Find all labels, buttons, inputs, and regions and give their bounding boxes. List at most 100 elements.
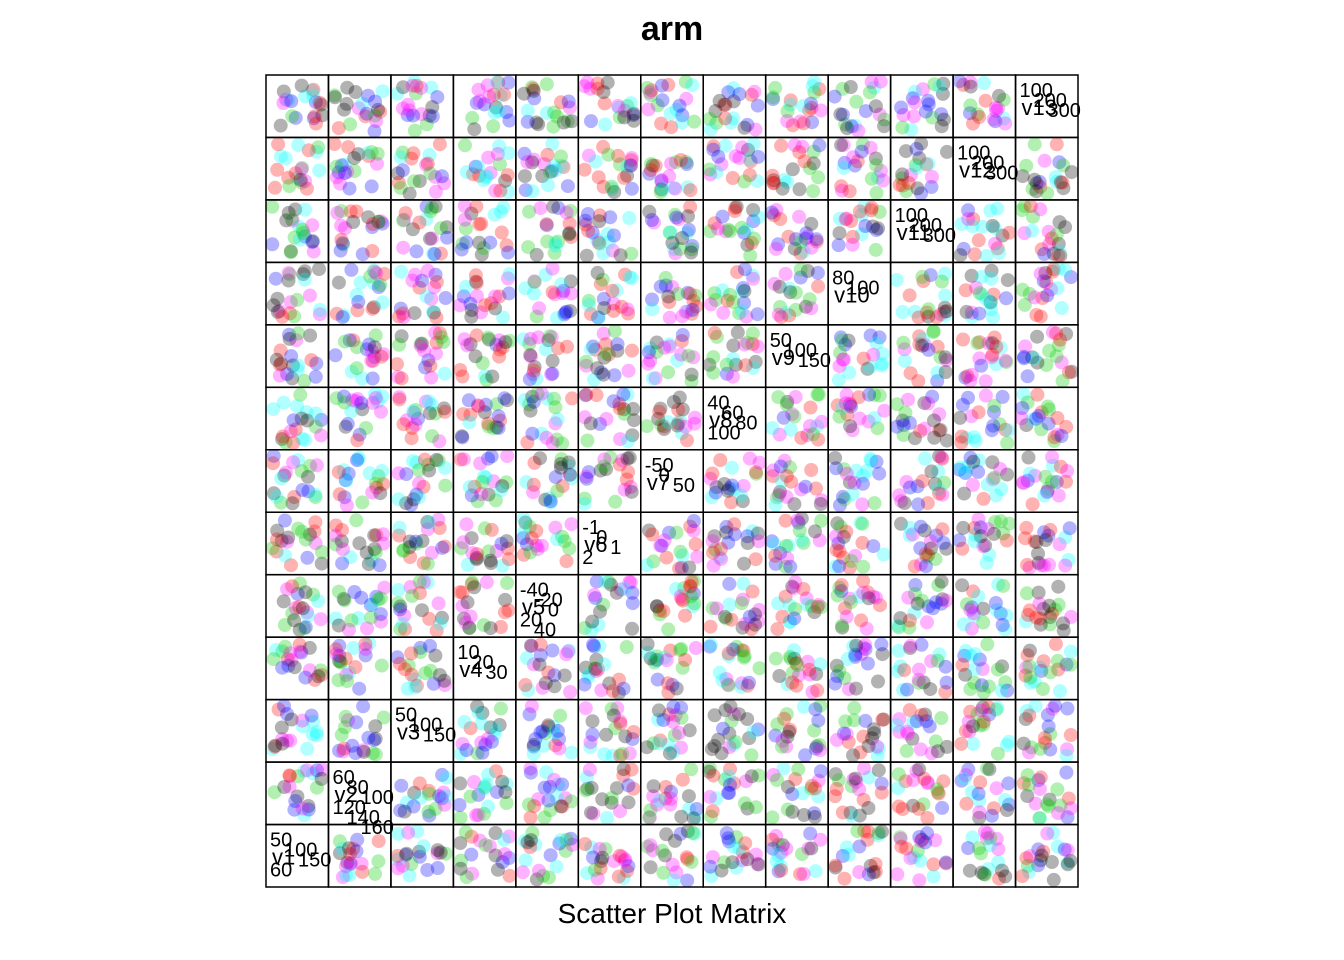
scatter-point [314,556,329,571]
scatter-point [492,342,507,357]
scatter-point [876,547,891,562]
scatter-point [306,244,321,259]
panel-8-3 [390,511,455,576]
scatter-point [1064,270,1078,285]
scatter-point [849,463,864,478]
scatter-point [1050,782,1065,797]
scatter-point [402,534,417,549]
scatter-point [684,245,699,260]
scatter-point [484,449,499,464]
scatter-point [905,91,920,106]
scatter-point [523,403,538,418]
scatter-point [734,596,749,611]
scatter-point [985,455,1000,470]
scatter-point [329,170,344,185]
panel-9-13 [1014,573,1079,638]
scatter-point [617,482,632,497]
scatter-point [295,431,310,446]
scatter-point [364,553,379,568]
scatter-point [675,231,690,245]
scatter-point [544,367,559,382]
scatter-point [843,397,858,412]
scatter-point [779,489,794,504]
scatter-point [855,137,870,152]
scatter-point [995,618,1010,632]
scatter-point [544,330,559,345]
scatter-point [437,539,452,554]
scatter-point [365,244,380,258]
scatter-point [540,391,555,406]
scatter-point [1059,327,1074,341]
scatter-point [452,298,467,313]
scatter-point [659,550,674,565]
scatter-point [336,308,351,323]
scatter-point [402,540,417,555]
scatter-point [477,469,492,484]
scatter-point [661,365,676,380]
scatter-point [800,229,815,244]
scatter-point [794,533,809,548]
scatter-point [478,838,493,853]
scatter-point [770,622,785,636]
scatter-point [846,748,860,763]
scatter-point [270,304,285,319]
scatter-point [268,271,283,286]
scatter-point [744,87,759,102]
panel-3-2 [327,199,392,264]
scatter-point [765,469,780,484]
scatter-point [526,485,541,500]
scatter-point [737,120,752,135]
scatter-point [365,353,380,368]
scatter-point [681,222,696,237]
scatter-point [866,539,881,554]
scatter-point [265,237,280,252]
panel-7-2 [327,449,392,513]
scatter-point [659,653,674,668]
diagonal-tick-label: 0 [548,600,559,622]
scatter-point [791,762,806,777]
scatter-point [1063,644,1078,659]
scatter-point [999,355,1014,370]
panel-8-5 [515,511,580,576]
scatter-point [680,180,695,195]
scatter-point [988,596,1003,610]
scatter-point [275,309,290,324]
scatter-point [406,799,421,814]
scatter-point [843,595,858,609]
scatter-point [595,850,610,865]
scatter-point [957,464,972,479]
panel-4-7 [640,261,704,326]
scatter-point [432,137,447,152]
scatter-point [311,140,326,155]
scatter-point [552,741,567,756]
scatter-point [340,416,355,431]
scatter-point [656,865,671,880]
scatter-point [484,556,498,570]
scatter-point [578,701,593,716]
scatter-point [1029,308,1044,322]
scatter-point [409,487,424,502]
scatter-point [850,154,865,169]
scatter-point [829,543,844,557]
scatter-point [349,513,364,528]
scatter-point [591,310,606,325]
scatter-point [810,387,825,402]
scatter-point [611,148,625,163]
scatter-point [703,122,718,137]
scatter-point [453,861,468,876]
scatter-point [627,413,641,428]
scatter-point [994,482,1009,496]
scatter-point [1016,475,1031,490]
scatter-point [847,476,862,490]
scatter-point [912,337,927,352]
scatter-point [959,304,974,319]
scatter-point [651,411,666,426]
scatter-point [587,588,602,602]
scatter-point [469,289,484,303]
scatter-point [848,771,863,786]
scatter-point [937,300,952,315]
scatter-point [814,600,829,615]
scatter-point [653,538,668,553]
scatter-point [301,484,316,499]
